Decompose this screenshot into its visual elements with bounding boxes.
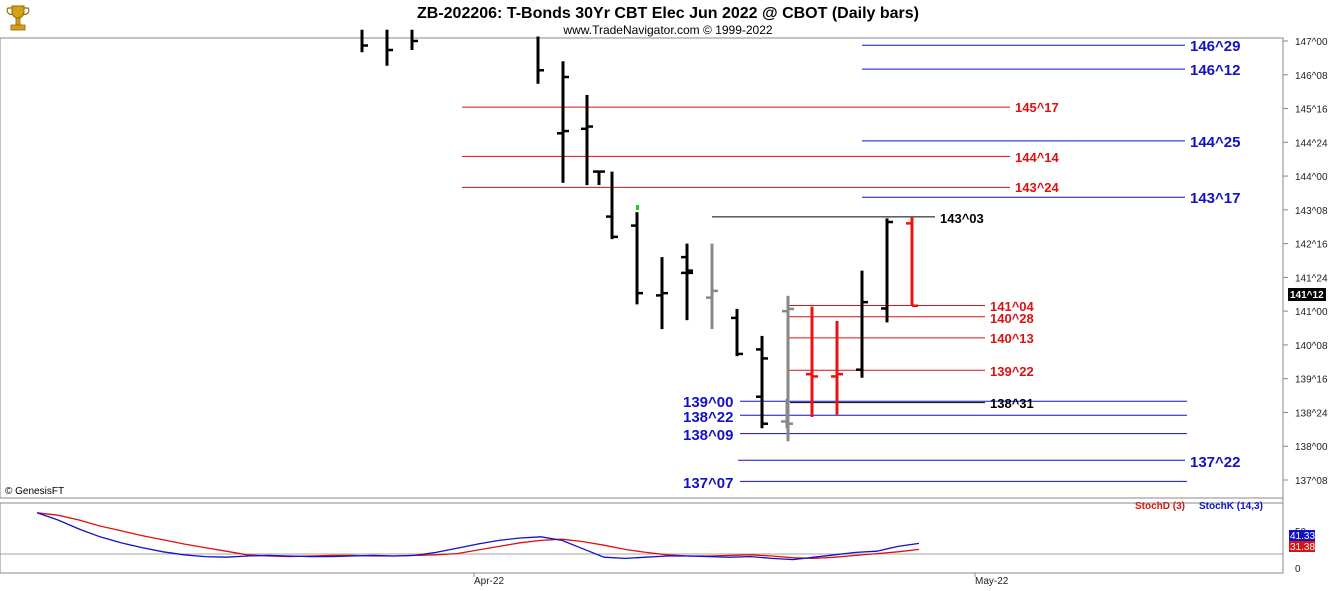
ohlc-bar xyxy=(756,360,768,429)
level-label: 145^17 xyxy=(1015,100,1059,115)
price-axis: 147^00 146^08 145^16 144^24 144^00 143^08 142^… xyxy=(1283,37,1328,487)
stochk-line xyxy=(36,512,920,561)
y-tick-label: 147^00 xyxy=(1295,37,1328,48)
ohlc-bar xyxy=(593,170,605,186)
level-label: 137^07 xyxy=(683,475,733,492)
y-tick-label: 142^16 xyxy=(1295,240,1328,251)
y-tick-label: 141^24 xyxy=(1295,273,1328,284)
ohlc-bar xyxy=(581,95,593,186)
ohlc-bar xyxy=(906,217,918,308)
ohlc-bar xyxy=(681,243,693,318)
stochk-label: StochK (14,3) xyxy=(1199,501,1263,512)
level-lines: 146^29 146^12 145^17 144^25 144^14 143^24 143^… xyxy=(462,38,1240,492)
ohlc-bar xyxy=(360,29,368,53)
level-label: 139^22 xyxy=(990,364,1034,379)
stochd-label: StochD (3) xyxy=(1135,501,1185,512)
current-price-box xyxy=(1288,288,1326,301)
level-label: 137^22 xyxy=(1190,454,1240,471)
level-label: 144^25 xyxy=(1190,134,1240,151)
y-tick-label: 143^08 xyxy=(1295,206,1328,217)
chart-title: ZB-202206: T-Bonds 30Yr CBT Elec Jun 202… xyxy=(417,5,919,22)
level-label: 138^09 xyxy=(683,427,733,444)
ohlc-bar xyxy=(831,321,843,415)
y-tick-label: 138^00 xyxy=(1295,442,1328,453)
level-label: 144^14 xyxy=(1015,150,1060,165)
ohlc-bar xyxy=(410,29,418,51)
y-tick-label: 137^08 xyxy=(1295,476,1328,487)
level-label: 139^00 xyxy=(683,394,733,411)
ohlc-bar xyxy=(856,270,868,378)
current-price-label: 141^12 xyxy=(1290,290,1324,301)
copyright: © GenesisFT xyxy=(5,486,64,497)
level-label: 143^17 xyxy=(1190,190,1240,207)
ohlc-bar xyxy=(706,243,718,330)
ohlc-bar xyxy=(561,61,569,132)
ohlc-bar xyxy=(806,306,818,417)
ohlc-bar xyxy=(631,212,643,305)
signal-marker xyxy=(636,205,639,210)
level-label: 146^29 xyxy=(1190,38,1240,55)
level-label: 138^22 xyxy=(683,409,733,426)
y-tick-label: 139^16 xyxy=(1295,375,1328,386)
ohlc-bar xyxy=(606,171,618,240)
level-label: 143^03 xyxy=(940,211,984,226)
ohlc-bar xyxy=(385,29,393,66)
indicator-axis-0: 0 xyxy=(1295,564,1301,575)
y-tick-label: 141^00 xyxy=(1295,307,1328,318)
stochastic-lines xyxy=(36,512,920,561)
ohlc-bar xyxy=(782,295,794,442)
ohlc-bar xyxy=(731,308,743,357)
ohlc-bar xyxy=(536,36,544,84)
level-label: 143^24 xyxy=(1015,180,1060,195)
x-label-may: May-22 xyxy=(975,576,1009,587)
stochk-value: 41.33 xyxy=(1290,531,1315,542)
level-label: 140^13 xyxy=(990,331,1034,346)
level-label: 138^31 xyxy=(990,396,1034,411)
stochk-value-box xyxy=(1289,530,1315,541)
trophy-icon xyxy=(6,5,30,31)
stochd-value-box xyxy=(1289,541,1315,552)
indicator-pane xyxy=(0,502,1284,574)
level-label: 146^12 xyxy=(1190,62,1240,79)
level-label: 140^28 xyxy=(990,311,1034,326)
y-tick-label: 146^08 xyxy=(1295,71,1328,82)
y-tick-label: 138^24 xyxy=(1295,408,1328,419)
price-pane xyxy=(0,37,1284,499)
price-bars xyxy=(360,29,918,442)
stochd-value: 31.38 xyxy=(1290,542,1315,553)
y-tick-label: 140^08 xyxy=(1295,341,1328,352)
stochd-line xyxy=(36,512,920,560)
ohlc-bar xyxy=(756,335,768,366)
y-tick-label: 144^00 xyxy=(1295,172,1328,183)
chart-subtitle: www.TradeNavigator.com © 1999-2022 xyxy=(562,23,772,37)
level-label: 141^04 xyxy=(990,299,1035,314)
ohlc-bar xyxy=(656,257,668,330)
y-tick-label: 145^16 xyxy=(1295,105,1328,116)
ohlc-bar xyxy=(881,218,893,323)
y-tick-label: 144^24 xyxy=(1295,138,1328,149)
x-label-apr: Apr-22 xyxy=(474,576,504,587)
ohlc-bar xyxy=(557,126,569,183)
